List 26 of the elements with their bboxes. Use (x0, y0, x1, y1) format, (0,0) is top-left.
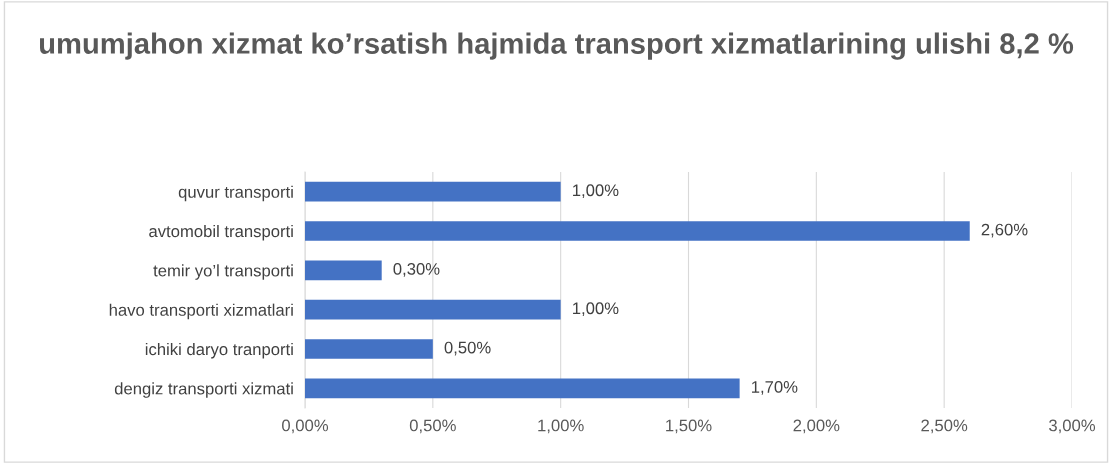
y-tick-label: havo transporti xizmatlari (109, 303, 293, 320)
x-tick-label: 0,50% (409, 419, 456, 434)
data-label: 0,30% (393, 263, 440, 277)
x-tick-label: 0,00% (282, 419, 329, 434)
x-tick-label: 1,50% (666, 419, 712, 434)
y-tick-label: temir yo’l transporti (153, 264, 293, 280)
data-label: 0,50% (444, 341, 491, 356)
data-label: 2,60% (981, 223, 1028, 238)
data-label: 1,70% (752, 381, 798, 395)
chart-title: umumjahon xizmat ko’rsatish hajmida transport xizmatlarining ulishi 8,2 % (40, 32, 1074, 60)
data-label: 1,00% (573, 302, 619, 317)
x-tick-label: 3,00% (1049, 419, 1096, 434)
y-tick-label: avtomobil transporti (149, 224, 293, 241)
bar (305, 221, 970, 241)
bar (305, 378, 740, 399)
x-tick-label: 1,00% (538, 419, 584, 434)
y-tick-label: quvur transporti (178, 185, 293, 202)
bar (305, 260, 382, 281)
x-tick-label: 2,00% (793, 419, 840, 434)
data-label: 1,00% (573, 184, 619, 199)
bar (305, 181, 561, 202)
x-tick-label: 2,50% (921, 419, 968, 434)
y-tick-label: dengiz transporti xizmati (114, 382, 293, 398)
y-tick-label: ichiki daryo tranporti (145, 342, 293, 359)
bar (305, 339, 433, 359)
bar (305, 299, 561, 320)
